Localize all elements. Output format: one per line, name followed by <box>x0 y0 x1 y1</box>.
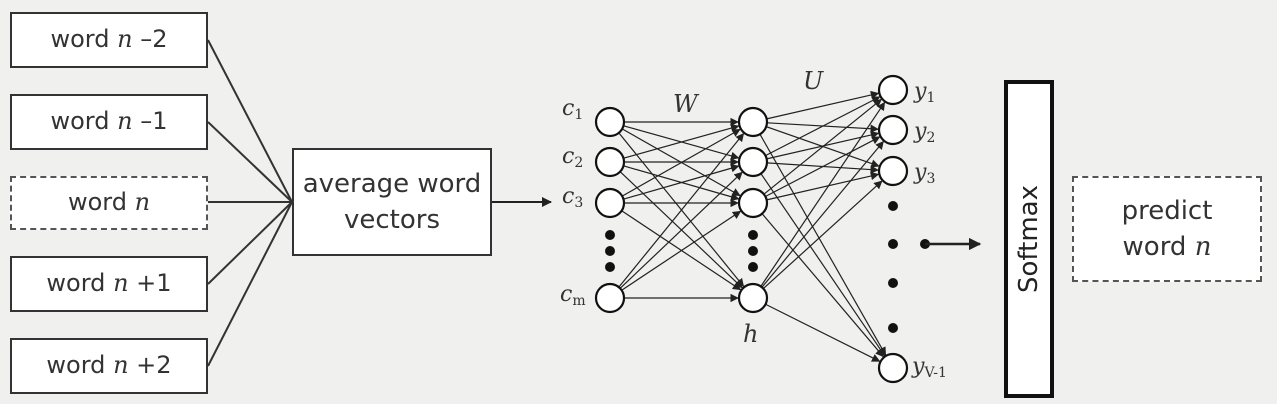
input-label-c2: c2 <box>562 144 584 171</box>
hidden-node <box>737 187 769 219</box>
input-label-cm: cm <box>560 282 586 309</box>
output-label-y1: y1 <box>914 79 936 106</box>
edge-input-hidden <box>618 132 745 288</box>
edge-hidden-output <box>766 130 880 160</box>
edge-hidden-output <box>760 101 886 287</box>
edge-hidden-output <box>761 140 884 288</box>
input-label-c1: c1 <box>562 96 584 123</box>
context-word-var: n <box>117 25 133 54</box>
input-node <box>594 282 626 314</box>
edge-hidden-output <box>763 98 882 195</box>
context-word-offset: +2 <box>136 351 172 380</box>
context-word-n-plus-1: word n +1 <box>10 256 208 312</box>
input-node <box>594 187 626 219</box>
weight-label-u: U <box>803 67 824 95</box>
edge-input-hidden <box>623 124 740 159</box>
average-box-line1: average word <box>302 168 482 199</box>
input-node <box>594 106 626 138</box>
hidden-ellipsis-dot <box>748 262 758 272</box>
context-word-offset: +1 <box>136 269 172 298</box>
context-connectors <box>207 39 293 367</box>
predict-word-text: word <box>1122 232 1187 262</box>
target-word-text: word <box>67 188 127 217</box>
predict-line1: predict <box>1121 195 1213 226</box>
context-word-offset: –1 <box>140 107 168 136</box>
edge-hidden-output <box>762 180 883 290</box>
target-word-var: n <box>134 188 151 217</box>
context-word-n-plus-2: word n +2 <box>10 338 208 394</box>
softmax-box: Softmax <box>1004 80 1054 398</box>
predict-word-box: predict word n <box>1072 176 1262 282</box>
edge-hidden-output <box>760 173 886 357</box>
output-node <box>877 155 909 187</box>
hidden-label-h: h <box>743 320 759 348</box>
input-label-c3: c3 <box>562 184 584 211</box>
average-box-line2: vectors <box>343 205 440 235</box>
context-word-var: n <box>117 107 133 136</box>
edge-hidden-output <box>765 96 881 157</box>
context-word-var: n <box>113 351 129 380</box>
context-word-offset: –2 <box>140 25 168 54</box>
output-node <box>877 74 909 106</box>
output-ellipsis-dot <box>888 201 898 211</box>
input-ellipsis-dot <box>605 262 615 272</box>
output-ellipsis-dot <box>888 278 898 288</box>
output-node <box>877 114 909 146</box>
output-ellipsis-dot <box>888 239 898 249</box>
context-word-text: word <box>50 25 110 54</box>
input-ellipsis-dot <box>605 246 615 256</box>
output-label-y3: y3 <box>914 160 936 187</box>
output-node <box>877 352 909 384</box>
hidden-ellipsis-dot <box>748 230 758 240</box>
context-word-n-minus-2: word n –2 <box>10 12 208 68</box>
hidden-node <box>737 106 769 138</box>
average-word-vectors-box: average word vectors <box>292 148 492 256</box>
context-word-text: word <box>46 269 106 298</box>
output-label-yv-1: yV-1 <box>912 354 947 381</box>
edge-hidden-output <box>765 136 881 198</box>
context-word-var: n <box>113 269 129 298</box>
softmax-label: Softmax <box>1014 185 1044 293</box>
predict-word-var: n <box>1194 232 1212 262</box>
edge-hidden-output <box>761 213 884 358</box>
edge-input-hidden <box>621 210 742 291</box>
context-word-n-minus-1: word n –1 <box>10 94 208 150</box>
edge-input-hidden <box>623 164 740 200</box>
network-edges <box>618 90 887 362</box>
edge-hidden-output <box>765 303 881 362</box>
edge-hidden-output <box>766 90 880 120</box>
context-word-text: word <box>46 351 106 380</box>
weight-label-w: W <box>673 90 698 118</box>
input-ellipsis-dot <box>605 230 615 240</box>
hidden-node <box>737 146 769 178</box>
output-label-y2: y2 <box>914 119 936 146</box>
network-nodes <box>594 74 909 384</box>
hidden-ellipsis-dot <box>748 246 758 256</box>
edge-hidden-output <box>766 171 880 201</box>
edge-input-hidden <box>619 171 743 289</box>
edge-hidden-output <box>759 133 887 356</box>
hidden-node <box>737 282 769 314</box>
target-word-n: word n <box>10 176 208 230</box>
edge-input-hidden <box>621 128 741 197</box>
context-word-text: word <box>50 107 110 136</box>
input-node <box>594 146 626 178</box>
output-ellipsis-dot <box>888 323 898 333</box>
